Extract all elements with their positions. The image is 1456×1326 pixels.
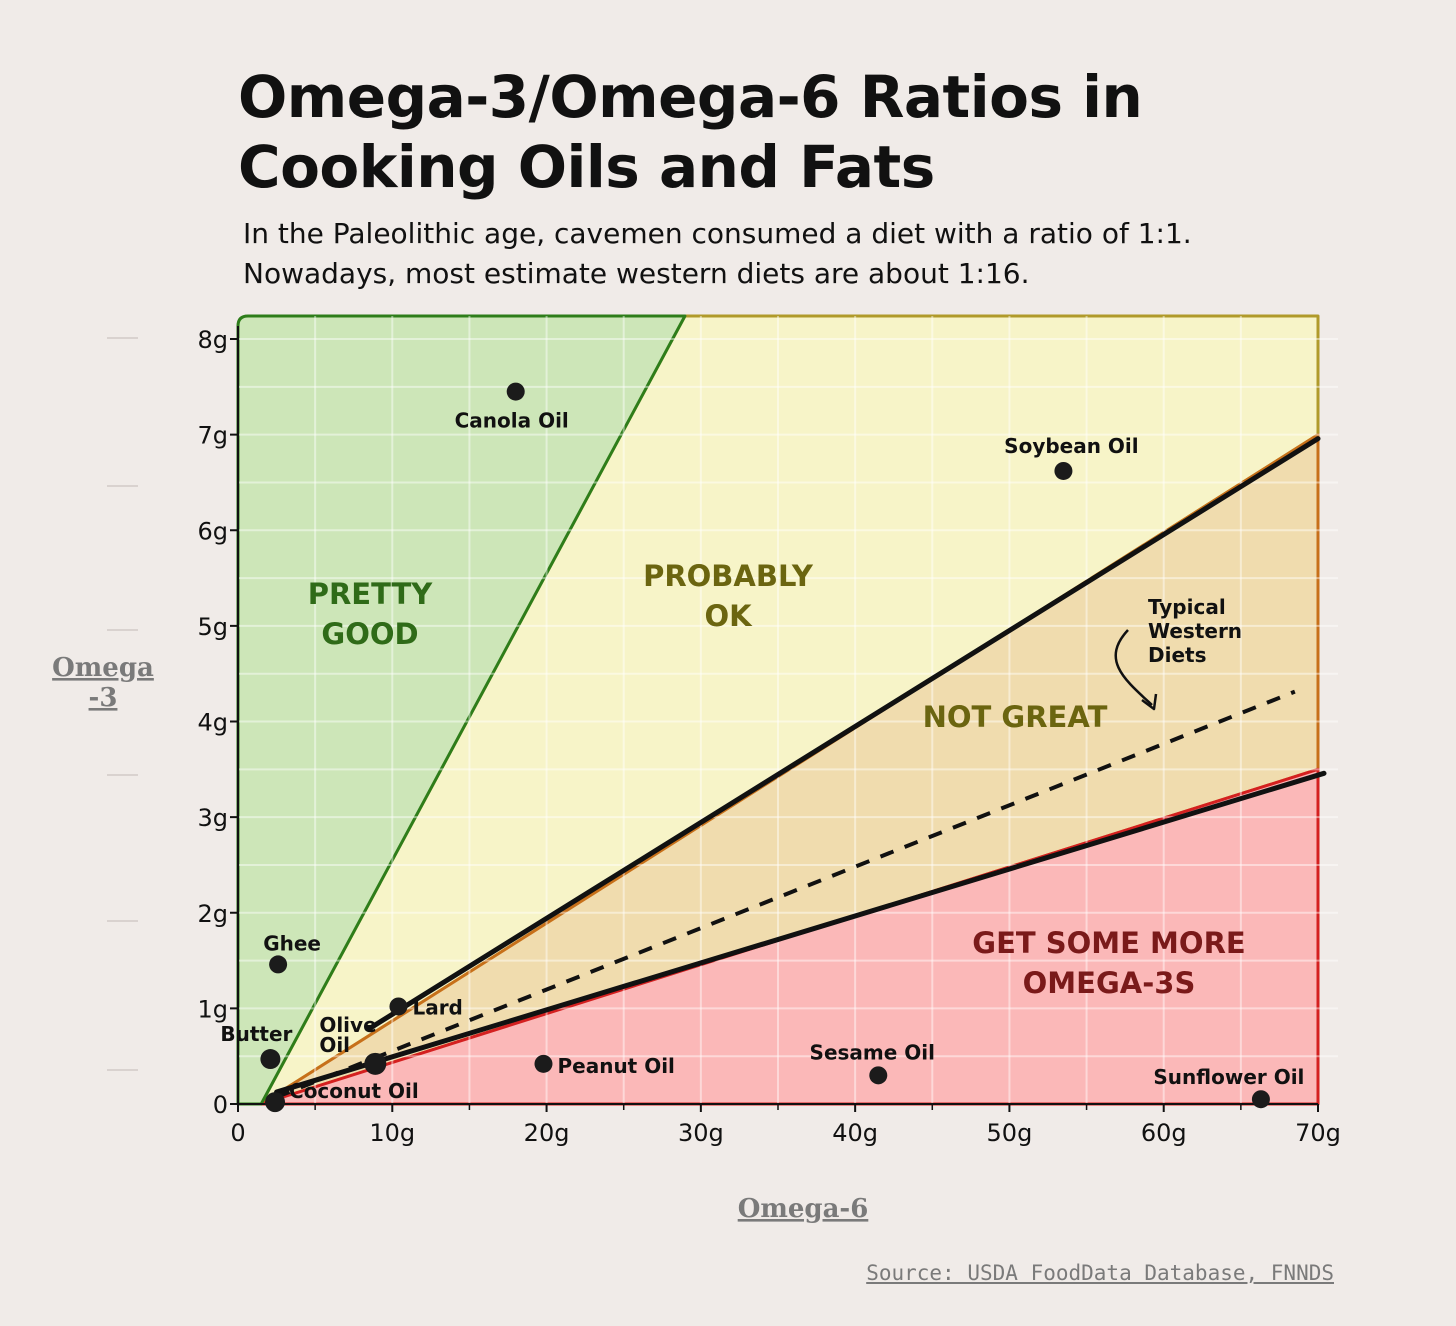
boundary-lines <box>274 436 1327 1099</box>
x-tick-label: 40g <box>832 1119 878 1147</box>
data-point <box>269 955 288 974</box>
data-point-label: Sunflower Oil <box>1153 1065 1304 1089</box>
y-axis-title: -3 <box>89 683 118 713</box>
point-layer: Canola Oil Soybean Oil Ghee Lard Butter Olive… <box>220 382 1304 1113</box>
y-tick-label: 5g <box>197 613 228 641</box>
boundary-line-1-to-20 <box>274 770 1327 1095</box>
region-labels: PRETTY GOOD PROBABLY OK NOT GREAT GET SOME MO… <box>308 559 1246 1000</box>
region-label-not-great: NOT GREAT <box>923 700 1108 734</box>
western-diet-label: Diets <box>1148 643 1207 667</box>
data-point <box>1054 461 1073 480</box>
y-axis-title: Omega <box>52 653 154 683</box>
y-tick-label: 2g <box>197 900 228 928</box>
chart-title: Omega-3/Omega-6 Ratios in Cooking Oils a… <box>238 63 1143 201</box>
boundary-line-1-to-10 <box>366 436 1321 1032</box>
y-tick-label: 4g <box>197 709 228 737</box>
y-tick-label: 7g <box>197 422 228 450</box>
data-point <box>364 1052 387 1075</box>
western-diet-label: Western <box>1148 619 1242 643</box>
data-point-label: Coconut Oil <box>289 1079 419 1103</box>
data-point <box>260 1049 281 1070</box>
region-label-get-more-omega-3s: GET SOME MORE <box>972 926 1245 960</box>
x-axis-title: Omega-6 <box>738 1194 869 1224</box>
x-tick-label: 0 <box>230 1119 245 1147</box>
region-label-probably-ok: PROBABLY <box>643 559 814 593</box>
y-tick-label: 0 <box>213 1091 228 1119</box>
data-point-label: Soybean Oil <box>1004 434 1138 458</box>
chart-subtitle: In the Paleolithic age, cavemen consumed… <box>243 217 1192 290</box>
data-point-label: Ghee <box>263 931 321 955</box>
x-tick-label: 60g <box>1141 1119 1187 1147</box>
x-tick-label: 10g <box>369 1119 415 1147</box>
x-tick-label: 50g <box>987 1119 1033 1147</box>
grid-layer <box>238 316 1338 1104</box>
data-point <box>389 997 408 1016</box>
data-point <box>869 1066 888 1085</box>
y-tick-label: 6g <box>197 517 228 545</box>
region-label-get-more-omega-3s: OMEGA-3S <box>1023 966 1196 1000</box>
data-point <box>1251 1090 1270 1109</box>
region-label-pretty-good: PRETTY <box>308 577 434 611</box>
data-point-label: Oil <box>319 1033 350 1057</box>
data-point <box>534 1054 553 1073</box>
western-diet-line <box>275 689 1296 1099</box>
data-point-label: Sesame Oil <box>810 1040 935 1064</box>
region-label-probably-ok: OK <box>704 599 753 633</box>
data-point-label: Canola Oil <box>455 409 569 433</box>
source-note[interactable]: Source: USDA FoodData Database, FNNDS <box>866 1261 1334 1285</box>
arrowhead-icon <box>1141 693 1158 711</box>
data-point-label: Olive <box>319 1013 376 1037</box>
y-tick-label: 3g <box>197 804 228 832</box>
western-diet-label: Typical <box>1148 595 1226 619</box>
axes-layer: 0 10g 20g 30g 40g 50g 60g 70g 0 1g 2g 3g 4g 5g 6g 7g 8g O… <box>52 326 1341 1224</box>
arrow-icon <box>1114 629 1153 706</box>
region-label-pretty-good: GOOD <box>321 617 418 651</box>
data-point-label: Peanut Oil <box>557 1054 674 1078</box>
data-point <box>265 1092 286 1113</box>
y-tick-label: 8g <box>197 326 228 354</box>
y-tick-label: 1g <box>197 995 228 1023</box>
data-point-label: Butter <box>220 1022 292 1046</box>
data-point <box>506 382 525 401</box>
x-tick-label: 20g <box>524 1119 570 1147</box>
x-tick-label: 70g <box>1295 1119 1341 1147</box>
region-pretty-good <box>236 314 687 1106</box>
x-tick-label: 30g <box>678 1119 724 1147</box>
data-point-label: Lard <box>412 995 462 1019</box>
